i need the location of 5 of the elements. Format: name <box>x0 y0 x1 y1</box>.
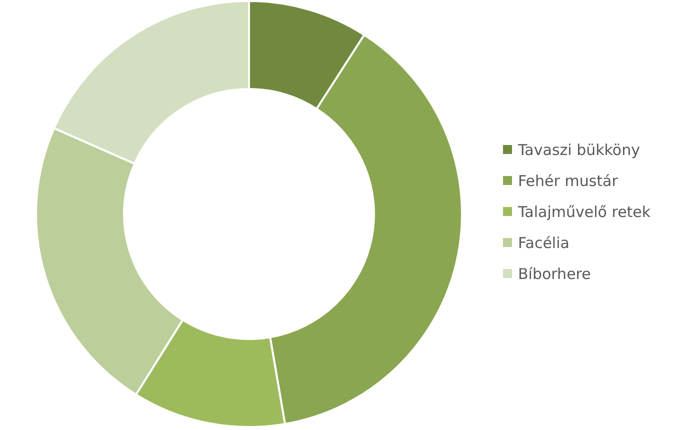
legend-label: Facélia <box>518 234 570 252</box>
legend-label: Tavaszi bükköny <box>517 141 640 159</box>
legend-label: Fehér mustár <box>518 172 619 190</box>
legend-label: Talajművelő retek <box>517 203 651 221</box>
legend-label: Bíborhere <box>518 265 591 283</box>
